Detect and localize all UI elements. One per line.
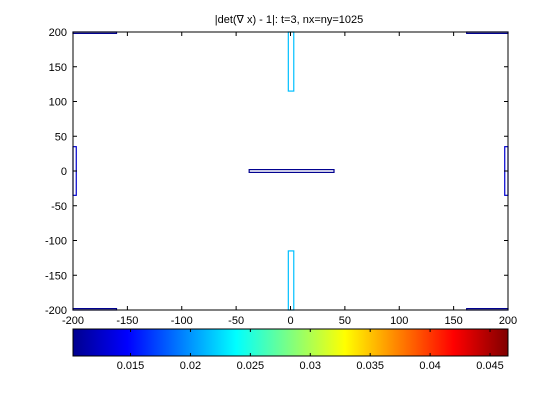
colorbar (72, 328, 509, 357)
colorbar-tick-label: 0.04 (419, 360, 440, 372)
x-tick-label: -200 (62, 315, 84, 327)
x-tick-label: 0 (287, 315, 293, 327)
colorbar-tick-label: 0.015 (117, 360, 145, 372)
x-tick-label: -50 (228, 315, 244, 327)
y-tick-label: 0 (61, 166, 67, 178)
y-tick-label: -200 (45, 305, 67, 317)
y-tick-label: -150 (45, 270, 67, 282)
y-tick-label: 150 (49, 62, 67, 74)
y-tick-label: -100 (45, 236, 67, 248)
colorbar-tick-label: 0.02 (180, 360, 201, 372)
x-tick-label: 200 (499, 315, 517, 327)
y-tick-label: 100 (49, 97, 67, 109)
x-tick-label: -100 (171, 315, 193, 327)
y-axis: 200 150 100 50 0 -50 -100 -150 -200 (45, 27, 508, 317)
colorbar-tick-label: 0.045 (476, 360, 504, 372)
y-tick-label: -50 (51, 201, 67, 213)
center-horizontal-band (248, 169, 335, 173)
colorbar-tick-label: 0.03 (300, 360, 321, 372)
colorbar-axis: 0.015 0.02 0.025 0.03 0.035 0.04 0.045 (117, 329, 504, 372)
y-tick-label: 200 (49, 27, 67, 39)
chart-title: |det(∇ x) - 1|: t=3, nx=ny=1025 (215, 14, 364, 26)
colorbar-tick-label: 0.025 (237, 360, 265, 372)
x-axis: -200 -150 -100 -50 0 50 100 150 200 (62, 32, 517, 327)
plot-area (73, 32, 508, 310)
x-tick-label: 150 (444, 315, 462, 327)
colorbar-tick-label: 0.035 (356, 360, 384, 372)
x-tick-label: 50 (339, 315, 351, 327)
x-tick-label: 100 (390, 315, 408, 327)
y-tick-label: 50 (55, 131, 67, 143)
x-tick-label: -150 (116, 315, 138, 327)
